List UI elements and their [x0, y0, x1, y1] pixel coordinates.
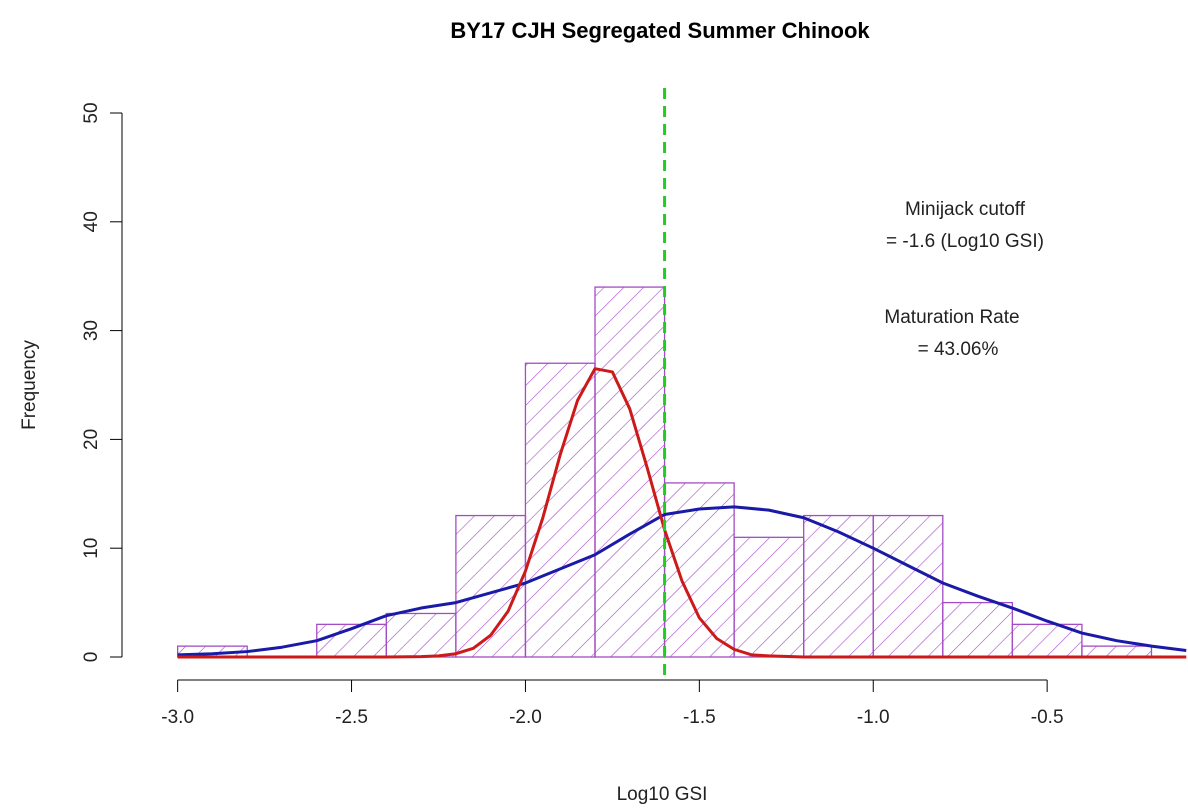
y-tick-label: 0: [81, 652, 102, 663]
density-curve: [177, 505, 1187, 657]
x-axis-label: Log10 GSI: [617, 784, 708, 805]
bar: [385, 612, 457, 658]
x-tick-label: -2.5: [335, 707, 368, 728]
annotation: Minijack cutoff: [905, 199, 1026, 220]
bar: [733, 536, 805, 658]
density-curve: [177, 367, 1187, 659]
bar: [803, 514, 874, 658]
chart-title: BY17 CJH Segregated Summer Chinook: [450, 18, 870, 43]
x-tick-label: -2.0: [509, 707, 542, 728]
y-tick-label: 30: [81, 320, 102, 341]
x-tick-label: -1.0: [857, 707, 890, 728]
y-tick-label: 40: [81, 211, 102, 232]
x-tick-label: -3.0: [161, 707, 194, 728]
bar: [524, 362, 596, 658]
x-tick-label: -0.5: [1031, 707, 1064, 728]
bar: [594, 286, 666, 658]
annotation: Maturation Rate: [884, 307, 1019, 328]
bar: [942, 601, 1014, 658]
annotation: = -1.6 (Log10 GSI): [886, 231, 1044, 252]
annotation: = 43.06%: [918, 339, 999, 360]
x-tick-label: -1.5: [683, 707, 716, 728]
y-tick-label: 20: [81, 429, 102, 450]
y-tick-label: 50: [81, 102, 102, 123]
y-tick-label: 10: [81, 538, 102, 559]
y-axis-label: Frequency: [19, 340, 40, 430]
bar: [872, 514, 944, 658]
bar: [1081, 645, 1153, 658]
